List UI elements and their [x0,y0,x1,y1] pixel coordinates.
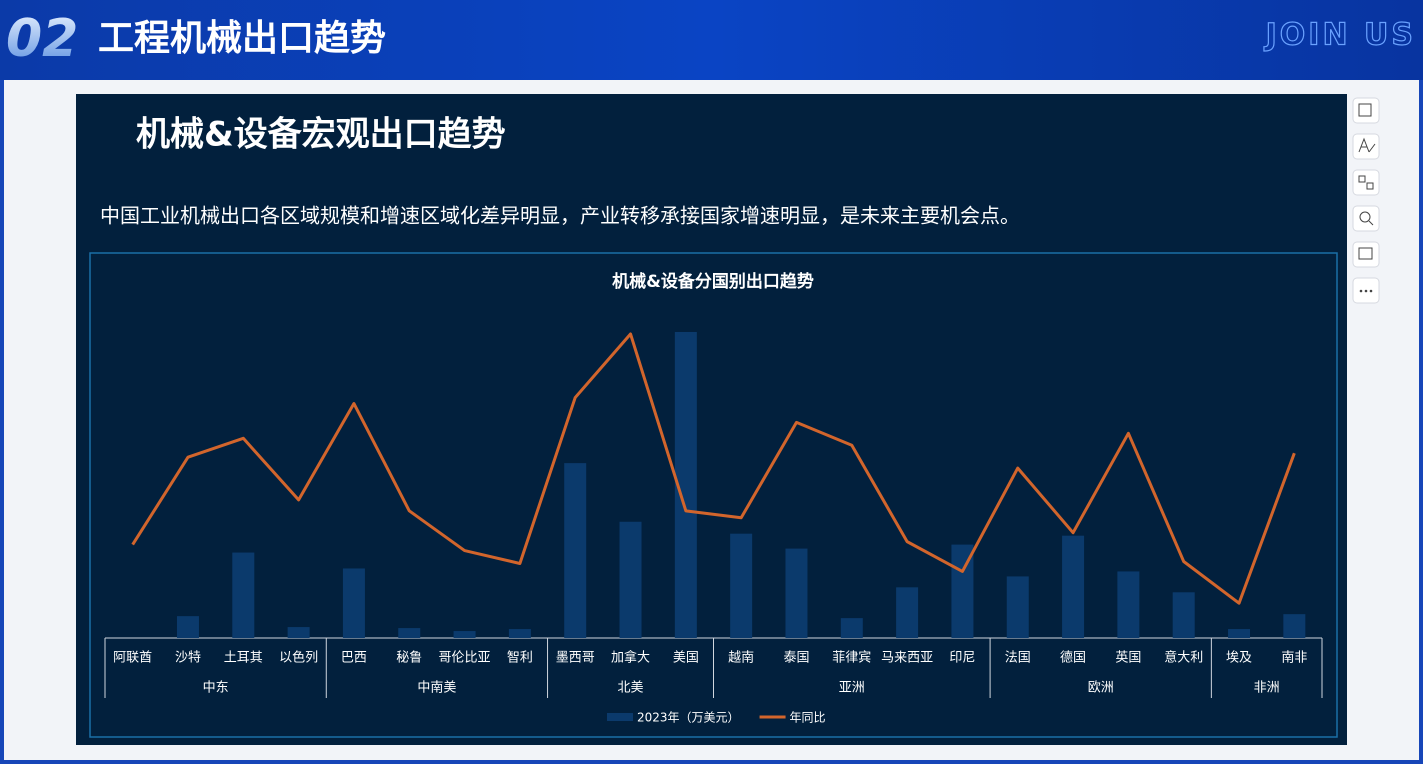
banner-title: 工程机械出口趋势 [98,18,386,59]
x-tick-label: 英国 [1115,651,1141,666]
x-tick-label: 菲律宾 [832,650,871,666]
bar [1062,535,1085,638]
group-label: 亚洲 [839,681,865,696]
legend-label: 年同比 [790,711,826,725]
x-tick-label: 以色列 [279,650,318,666]
legend-label: 2023年（万美元） [637,711,740,725]
bar [1006,576,1029,638]
bar [1172,592,1195,638]
bar [287,627,310,638]
toolbar [1352,97,1380,304]
bar [342,568,365,638]
banner-number: 02 [6,9,78,69]
bar [232,552,255,638]
line [131,332,1296,605]
bar [1228,629,1251,638]
bar [674,331,697,638]
bar [730,533,753,638]
x-tick-label: 哥伦比亚 [439,651,491,666]
slide [76,94,1347,745]
icon [1368,220,1374,226]
icon [1358,137,1376,153]
banner-tagline: JOIN US [1264,18,1416,53]
bar [785,548,808,638]
group-label: 北美 [618,681,644,696]
icon [1358,175,1366,183]
x-tick-label: 土耳其 [224,651,263,666]
bar [1117,571,1140,638]
x-tick-label: 埃及 [1226,651,1252,666]
bar [453,631,476,638]
icon [1366,182,1374,190]
chart-frame [89,252,1338,738]
icon [1358,247,1373,260]
bar [1283,614,1306,638]
bar [176,616,199,638]
x-tick-label: 德国 [1060,651,1086,666]
legend-swatch [607,713,633,721]
x-tick-label: 印尼 [949,651,975,666]
slide-subtitle: 中国工业机械出口各区域规模和增速区域化差异明显，产业转移承接国家增速明显，是未来… [100,204,1020,228]
x-tick-label: 巴西 [341,651,367,666]
group-label: 非洲 [1254,681,1280,696]
x-tick-label: 泰国 [783,651,809,666]
x-tick-label: 南非 [1281,650,1307,666]
bar [896,587,919,638]
x-tick-label: 意大利 [1164,650,1203,666]
x-tick-label: 越南 [728,650,754,666]
x-tick-label: 阿联酋 [113,650,152,666]
x-tick-label: 沙特 [175,651,201,666]
slide-title: 机械&设备宏观出口趋势 [136,115,506,155]
bar [619,521,642,638]
x-tick-label: 智利 [507,651,533,666]
bar [398,628,421,638]
group-label: 欧洲 [1088,681,1114,696]
x-tick-label: 法国 [1005,651,1031,666]
x-tick-label: 加拿大 [611,650,650,666]
icon [1369,289,1373,293]
tool-button[interactable] [1352,205,1380,232]
banner [0,0,1423,80]
bar [564,463,587,638]
x-tick-label: 美国 [673,651,699,666]
icon [1359,289,1363,293]
bar [508,629,531,638]
x-tick-label: 马来西亚 [881,651,933,666]
x-tick-label: 墨西哥 [556,651,595,666]
x-tick-label: 秘鲁 [396,651,422,666]
tool-button[interactable] [1352,97,1380,124]
icon [1364,289,1368,293]
tool-button[interactable] [1352,169,1380,196]
chart-title: 机械&设备分国别出口趋势 [612,271,814,292]
icon [1358,103,1372,117]
bar [840,618,863,638]
group-label: 中东 [203,681,229,696]
icon [1359,211,1371,223]
tool-button[interactable] [1352,241,1380,268]
group-label: 中南美 [417,680,456,696]
